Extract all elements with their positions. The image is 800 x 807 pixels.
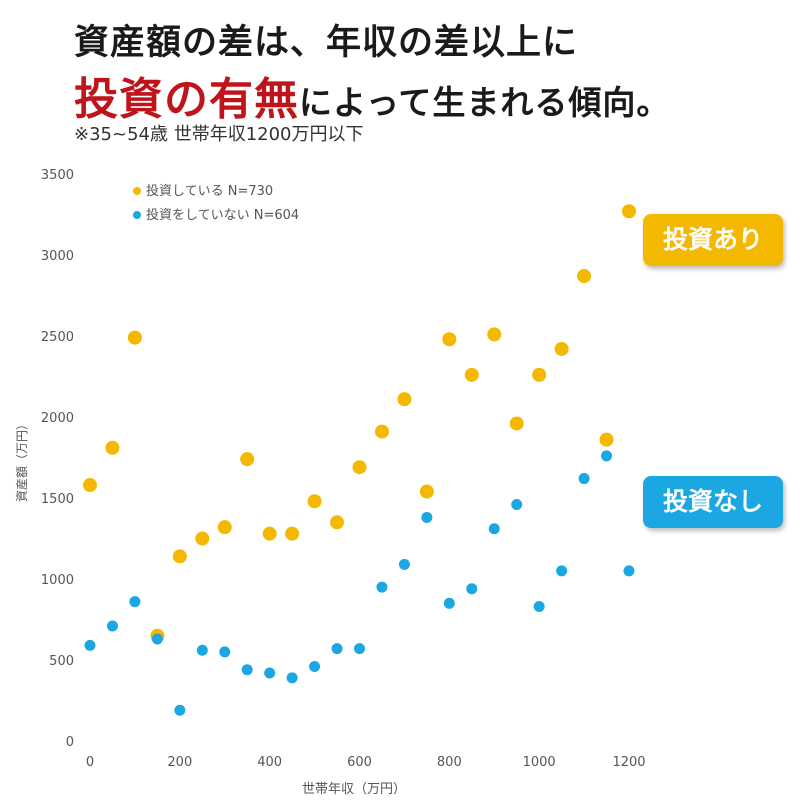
data-point-no-invest: [196, 644, 208, 656]
data-point-no-invest: [601, 450, 613, 462]
data-point-invest: [127, 330, 142, 345]
legend-label: 投資している N=730: [146, 183, 273, 199]
data-point-no-invest: [309, 660, 321, 672]
x-tick-label: 1000: [523, 755, 556, 770]
y-tick-label: 3500: [41, 168, 74, 183]
x-tick-label: 800: [437, 755, 462, 770]
data-point-no-invest: [533, 601, 545, 613]
data-point-invest: [622, 204, 636, 219]
data-point-invest: [442, 332, 457, 347]
x-axis-title: 世帯年収（万円）: [302, 782, 406, 797]
y-tick-label: 2500: [41, 330, 74, 345]
legend-marker: [133, 211, 141, 219]
data-point-invest: [262, 526, 277, 541]
data-point-invest: [330, 515, 345, 530]
data-point-no-invest: [241, 664, 253, 676]
data-point-invest: [374, 424, 389, 439]
data-point-no-invest: [219, 646, 231, 658]
data-point-invest: [419, 484, 434, 499]
y-axis-title: 資産額（万円）: [14, 418, 29, 502]
data-point-no-invest: [151, 633, 163, 645]
data-point-no-invest: [488, 523, 500, 535]
data-point-no-invest: [398, 558, 410, 570]
data-point-invest: [599, 432, 614, 447]
subtitle-note: ※35~54歳 世帯年収1200万円以下: [74, 124, 364, 145]
headline-emphasis: 投資の有無: [74, 74, 299, 125]
x-tick-label: 400: [257, 755, 282, 770]
headline-rest: によって生まれる傾向。: [299, 83, 671, 122]
data-point-no-invest: [578, 473, 590, 485]
data-point-invest: [577, 269, 592, 284]
data-point-no-invest: [466, 583, 478, 595]
data-point-no-invest: [376, 581, 388, 593]
badge-no-invest: 投資なし: [643, 476, 783, 528]
data-point-no-invest: [511, 498, 523, 510]
y-tick-label: 2000: [41, 411, 74, 426]
x-tick-label: 600: [347, 755, 372, 770]
headline-line2: 投資の有無によって生まれる傾向。: [74, 63, 670, 127]
data-point-no-invest: [556, 565, 568, 577]
legend-label: 投資をしていない N=604: [146, 207, 299, 223]
data-point-invest: [487, 327, 502, 342]
data-point-no-invest: [286, 672, 298, 684]
data-point-invest: [532, 367, 547, 382]
y-tick-label: 500: [49, 654, 74, 669]
data-point-no-invest: [84, 639, 96, 651]
data-point-invest: [217, 520, 232, 535]
data-point-invest: [307, 494, 322, 509]
data-point-invest: [240, 452, 255, 467]
badge-invest: 投資あり: [643, 214, 783, 266]
data-point-no-invest: [106, 620, 118, 632]
x-tick-label: 0: [86, 755, 94, 770]
data-point-no-invest: [129, 596, 141, 608]
data-point-invest: [352, 460, 367, 475]
x-tick-label: 1200: [612, 755, 645, 770]
y-tick-label: 1000: [41, 573, 74, 588]
x-tick-label: 200: [167, 755, 192, 770]
data-point-no-invest: [623, 565, 635, 577]
y-tick-label: 3000: [41, 249, 74, 264]
data-point-invest: [464, 367, 479, 382]
data-point-invest: [172, 549, 187, 564]
y-tick-label: 0: [66, 735, 74, 750]
data-point-no-invest: [331, 643, 343, 655]
data-point-invest: [285, 526, 300, 541]
data-point-invest: [554, 341, 569, 356]
y-tick-label: 1500: [41, 492, 74, 507]
data-point-invest: [397, 392, 412, 407]
legend-marker: [133, 187, 141, 195]
data-point-no-invest: [443, 597, 455, 609]
data-point-no-invest: [264, 667, 276, 679]
data-point-invest: [83, 478, 97, 493]
data-point-invest: [509, 416, 524, 431]
data-point-no-invest: [421, 511, 433, 523]
data-point-invest: [105, 440, 120, 455]
data-point-invest: [195, 531, 210, 546]
data-point-no-invest: [174, 704, 186, 716]
data-point-no-invest: [354, 643, 365, 655]
headline-line1: 資産額の差は、年収の差以上に: [74, 23, 579, 63]
